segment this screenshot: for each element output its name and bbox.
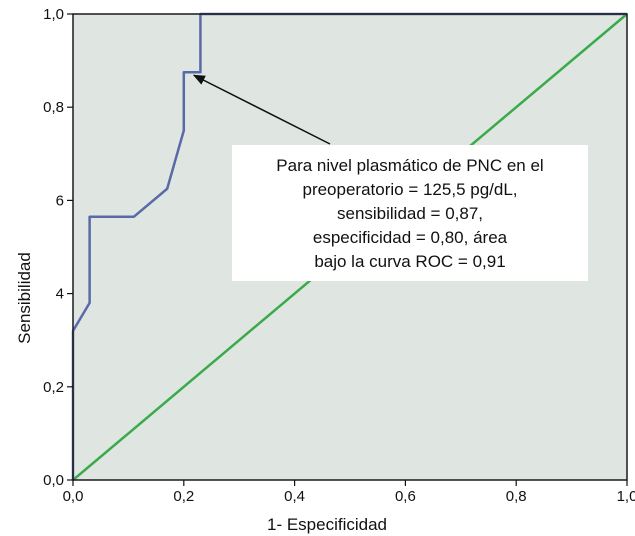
- annotation-text-line: sensibilidad = 0,87,: [337, 204, 483, 223]
- annotation-arrow: [192, 74, 331, 145]
- x-tick-label: 0,0: [63, 488, 84, 505]
- y-tick-label: 0,0: [43, 472, 64, 489]
- y-tick-label: 1,0: [43, 6, 64, 23]
- plot-frame: [72, 13, 628, 481]
- x-tick-label: 0,8: [506, 488, 527, 505]
- x-tick-label: 0,2: [173, 488, 194, 505]
- x-tick-label: 1,0: [617, 488, 635, 505]
- annotation-text-line: especificidad = 0,80, área: [313, 228, 508, 247]
- x-axis-title: 1- Especificidad: [267, 515, 387, 534]
- annotation-text-line: preoperatorio = 125,5 pg/dL,: [302, 180, 517, 199]
- y-tick-label: 0,2: [43, 379, 64, 396]
- y-tick-label: 4: [56, 286, 64, 303]
- annotation-text-line: Para nivel plasmático de PNC en el: [276, 156, 543, 175]
- y-tick-label: 6: [56, 192, 64, 209]
- axis-ticks: 0,0 0,2 0,4 0,6 0,8 1,0 0,0 0,2 4 6 0,8 1,0: [43, 6, 635, 505]
- y-axis-title: Sensibilidad: [15, 252, 34, 344]
- annotation: Para nivel plasmático de PNC en el preope…: [192, 74, 588, 281]
- x-tick-label: 0,6: [395, 488, 416, 505]
- roc-curve-line: [71, 12, 627, 480]
- y-tick-label: 0,8: [43, 99, 64, 116]
- x-tick-label: 0,4: [284, 488, 305, 505]
- annotation-box: [232, 145, 588, 281]
- annotation-text-line: bajo la curva ROC = 0,91: [314, 252, 505, 271]
